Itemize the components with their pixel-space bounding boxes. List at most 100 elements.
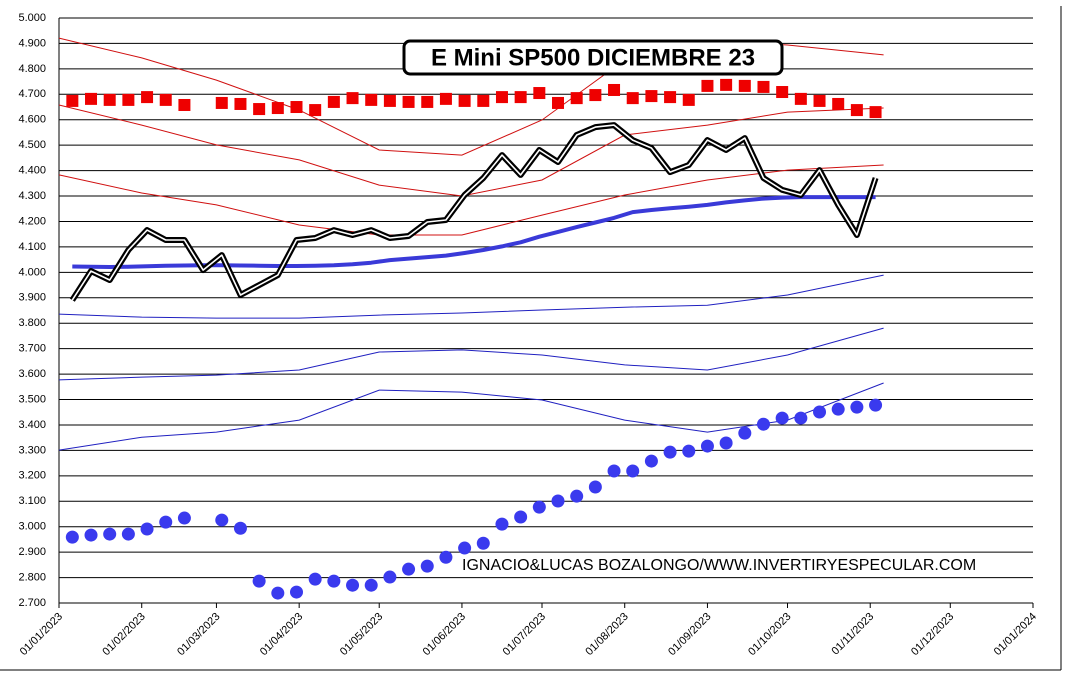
square-marker: [271, 102, 284, 115]
y-tick-label: 2.800: [18, 571, 46, 583]
square-marker: [832, 97, 845, 110]
y-tick-label: 3.900: [18, 292, 46, 304]
circle-marker: [159, 515, 173, 529]
circle-marker: [308, 572, 322, 586]
circle-marker: [420, 559, 434, 573]
circle-marker: [439, 550, 453, 564]
y-tick-label: 2.700: [18, 597, 46, 609]
y-tick-label: 2.900: [18, 546, 46, 558]
square-marker: [552, 96, 565, 109]
y-tick-label: 3.100: [18, 495, 46, 507]
square-marker: [850, 104, 863, 117]
annotation: IGNACIO&LUCAS BOZALONGO/WWW.INVERTIRYESP…: [462, 557, 976, 574]
y-tick-label: 4.200: [18, 215, 46, 227]
square-marker: [402, 95, 415, 108]
square-marker: [178, 98, 191, 111]
circle-marker: [103, 527, 117, 541]
y-tick-label: 4.100: [18, 241, 46, 253]
square-marker: [66, 94, 79, 107]
circle-marker: [644, 454, 658, 468]
plot: [58, 37, 884, 600]
square-marker: [421, 95, 434, 108]
square-marker: [383, 94, 396, 107]
square-marker: [439, 92, 452, 105]
band-line: [58, 164, 884, 236]
circle-marker: [794, 411, 808, 425]
square-marker: [495, 91, 508, 104]
circle-marker: [327, 574, 341, 588]
square-marker: [570, 92, 583, 105]
square-marker: [776, 86, 789, 99]
square-marker: [215, 96, 228, 109]
y-tick-label: 4.900: [18, 37, 46, 49]
square-marker: [533, 87, 546, 100]
circle-marker: [626, 464, 640, 478]
circle-marker: [364, 578, 378, 592]
circle-marker: [495, 517, 509, 531]
circle-marker: [663, 445, 677, 459]
square-marker: [327, 95, 340, 108]
circle-marker: [588, 480, 602, 494]
square-marker: [365, 93, 378, 106]
circle-marker: [813, 405, 827, 419]
square-marker: [514, 91, 527, 104]
square-marker: [701, 79, 714, 92]
square-marker: [626, 92, 639, 105]
square-marker: [794, 92, 807, 105]
square-marker: [757, 80, 770, 93]
square-marker: [346, 92, 359, 105]
y-tick-label: 4.600: [18, 114, 46, 126]
band-line: [58, 274, 884, 319]
y-tick-label: 4.800: [18, 63, 46, 75]
circle-marker: [607, 464, 621, 478]
title-box: [402, 39, 784, 76]
price-line-core: [71, 124, 877, 301]
circle-marker: [775, 411, 789, 425]
circle-marker: [271, 586, 285, 600]
circle-marker: [233, 521, 247, 535]
square-marker: [253, 103, 266, 116]
square-marker: [813, 94, 826, 107]
circle-marker: [252, 574, 266, 588]
circle-marker: [346, 578, 360, 592]
circle-marker: [289, 585, 303, 599]
square-marker: [85, 92, 98, 105]
chart-title: E Mini SP500 DICIEMBRE 23: [431, 44, 755, 71]
circle-marker: [65, 530, 79, 544]
square-marker: [608, 83, 621, 96]
circle-marker: [756, 417, 770, 431]
y-tick-label: 3.600: [18, 368, 46, 380]
circle-marker: [719, 436, 733, 450]
circle-marker: [84, 528, 98, 542]
y-tick-label: 4.700: [18, 88, 46, 100]
y-tick-label: 3.300: [18, 444, 46, 456]
square-marker: [738, 79, 751, 92]
circle-marker: [215, 513, 229, 527]
y-tick-label: 3.500: [18, 393, 46, 405]
square-marker: [458, 94, 471, 107]
circle-marker: [738, 426, 752, 440]
square-marker: [122, 93, 135, 106]
circle-marker: [850, 400, 864, 414]
square-marker: [159, 93, 172, 106]
y-tick-label: 5.000: [18, 12, 46, 24]
square-marker: [290, 101, 303, 114]
circle-marker: [532, 500, 546, 514]
square-marker: [720, 78, 733, 91]
y-tick-label: 4.400: [18, 165, 46, 177]
circle-marker: [177, 511, 191, 525]
square-marker: [141, 91, 154, 104]
y-tick-label: 3.400: [18, 419, 46, 431]
square-marker: [664, 91, 677, 104]
band-line: [58, 382, 884, 451]
circle-marker: [121, 527, 135, 541]
circle-marker: [383, 570, 397, 584]
band-line: [58, 327, 884, 381]
circle-marker: [570, 489, 584, 503]
circle-marker: [869, 398, 883, 412]
square-marker: [682, 93, 695, 106]
circle-marker: [700, 439, 714, 453]
square-marker: [869, 106, 882, 119]
